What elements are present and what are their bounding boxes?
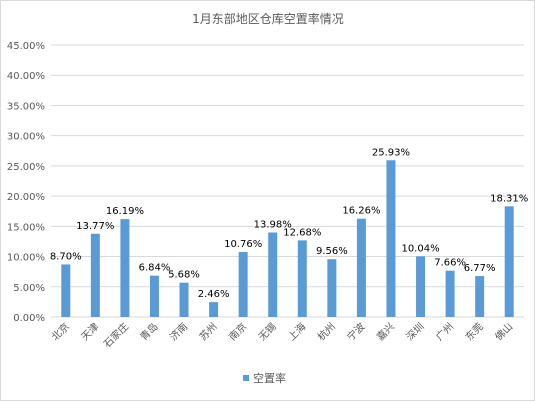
- bar: [268, 232, 278, 317]
- x-category-label: 佛山: [492, 320, 515, 343]
- x-category-label: 天津: [79, 321, 102, 344]
- chart-title: 1月东部地区仓库空置率情况: [192, 11, 344, 26]
- bar: [386, 160, 396, 317]
- x-category-label: 济南: [167, 320, 190, 343]
- x-category-label: 宁波: [344, 320, 367, 343]
- y-tick-label: 30.00%: [7, 132, 45, 143]
- x-category-label: 杭州: [315, 320, 338, 343]
- x-category-label: 南京: [226, 320, 249, 343]
- x-category-label: 嘉兴: [374, 320, 397, 343]
- data-label: 18.31%: [490, 193, 528, 204]
- y-tick-label: 10.00%: [7, 253, 45, 264]
- data-label: 7.66%: [434, 258, 466, 269]
- data-label: 5.68%: [168, 270, 200, 281]
- data-label: 25.93%: [372, 147, 410, 158]
- grid-lines: [51, 44, 524, 318]
- bar: [120, 219, 130, 317]
- bar: [238, 251, 248, 317]
- x-category-label: 石家庄: [101, 320, 131, 350]
- bar: [209, 302, 219, 317]
- bar: [149, 275, 159, 317]
- x-category-label: 苏州: [196, 320, 219, 343]
- y-tick-label: 0.00%: [13, 313, 45, 324]
- x-category-label: 深圳: [404, 321, 427, 344]
- data-label: 12.68%: [283, 227, 321, 238]
- x-category-label: 青岛: [137, 320, 160, 343]
- legend-swatch: [243, 375, 249, 381]
- y-tick-label: 15.00%: [7, 222, 45, 233]
- x-category-label: 上海: [285, 320, 308, 343]
- x-category-label: 无锡: [256, 320, 279, 343]
- bar: [356, 218, 366, 317]
- y-tick-label: 35.00%: [7, 101, 45, 112]
- bar: [179, 282, 189, 317]
- data-labels: 8.70% 13.77% 16.19% 6.84%5.68% 2.46% 10.76% 13…: [50, 147, 528, 300]
- data-label: 16.26%: [342, 206, 380, 217]
- y-tick-label: 20.00%: [7, 192, 45, 203]
- bar: [475, 276, 485, 317]
- data-label: 10.76%: [224, 239, 262, 250]
- data-label: 16.19%: [106, 206, 144, 217]
- data-label: 6.84%: [139, 263, 171, 274]
- data-label: 8.70%: [50, 251, 82, 262]
- legend-label: 空置率: [253, 371, 286, 385]
- bar: [504, 206, 514, 317]
- bar: [445, 270, 455, 317]
- data-label: 13.77%: [76, 221, 114, 232]
- y-tick-label: 25.00%: [7, 162, 45, 173]
- x-category-label: 东莞: [462, 320, 485, 343]
- bar: [297, 240, 307, 317]
- data-label: 2.46%: [198, 289, 230, 300]
- x-category-label: 北京: [49, 320, 72, 343]
- bar: [61, 264, 71, 317]
- data-label: 9.56%: [316, 246, 348, 257]
- y-tick-label: 5.00%: [13, 283, 45, 294]
- y-axis-ticks: 0.00% 5.00% 10.00% 15.00% 20.00% 25.00% 30.00%…: [7, 41, 45, 324]
- bar: [90, 233, 100, 317]
- x-axis-categories: 北京 天津 石家庄 青岛 济南 苏州 南京 无锡 上海 杭州 宁波 嘉兴 深圳 广州 东莞 佛山: [49, 320, 516, 350]
- y-tick-label: 45.00%: [7, 41, 45, 52]
- x-category-label: 广州: [434, 321, 457, 344]
- bars: [61, 160, 514, 317]
- y-tick-label: 40.00%: [7, 71, 45, 82]
- data-label: 6.77%: [464, 263, 496, 274]
- bar: [327, 259, 337, 317]
- data-label: 13.98%: [254, 219, 292, 230]
- bar: [416, 256, 426, 317]
- data-label: 10.04%: [401, 243, 439, 254]
- legend: 空置率: [243, 371, 286, 385]
